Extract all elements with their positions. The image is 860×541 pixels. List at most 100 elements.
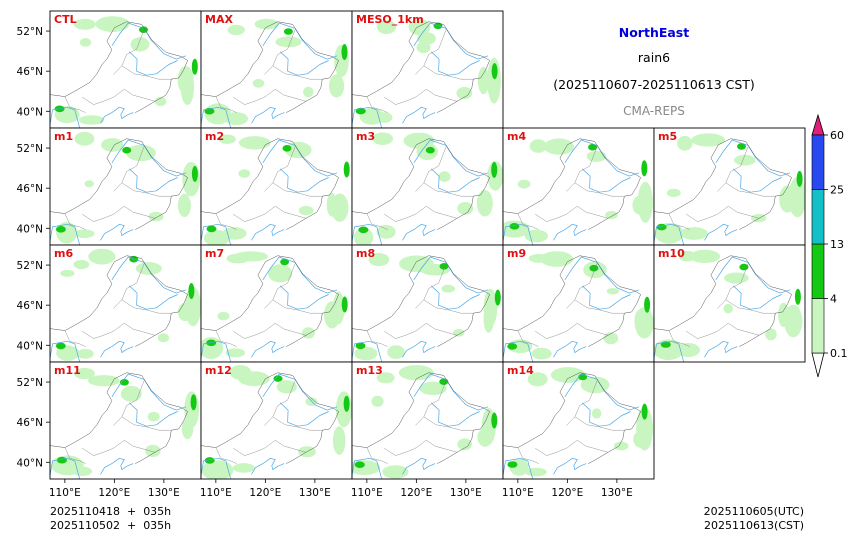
precip-light [232,463,255,473]
coastline [251,457,285,475]
precip-moderate [588,143,598,151]
province-line [366,447,388,464]
precip-light [147,411,160,422]
precip-light [457,438,473,451]
province-line [668,213,690,230]
lon-tick-label: 110°E [200,487,232,499]
province-line [114,440,156,453]
precip-light [586,150,607,162]
province-line [717,263,749,309]
valid-time-utc: 2025110605(UTC) [704,505,804,518]
axes-layer: 52°N 46°N 40°N 52°N 46°N 40°N 52°N 46°N 40°N 52°N… [17,26,633,499]
coastline [251,340,285,358]
province-line [64,213,86,230]
precip-light [606,288,620,295]
province-line [567,206,609,219]
province-line [265,206,307,219]
panel-m6: m6 [49,244,202,363]
precip-light [376,225,396,239]
precip-light [78,115,105,125]
panel-label: m9 [507,247,526,260]
border-line [50,21,188,113]
province-line [686,330,719,339]
precip-light [157,333,169,343]
province-line [64,96,86,113]
river-line [128,51,178,76]
precip-moderate [737,143,746,150]
precip-light [724,272,749,284]
precip-light [125,144,156,162]
province-line [121,416,172,431]
lon-tick-label: 120°E [98,487,130,499]
precip-light [540,251,574,267]
border-line [201,255,339,347]
precip-light [74,131,95,146]
precip-light [398,365,434,381]
colorbar-tick-label: 13 [830,238,844,251]
province-line [215,330,237,347]
init-time-2: 2025110502 + 035h [50,519,171,532]
precip-light [371,395,384,407]
panel-background [201,128,352,245]
precip-light [324,301,340,329]
province-line [423,416,474,431]
river-line [279,402,329,427]
province-line [272,299,323,314]
province-line [423,65,474,80]
province-line [415,380,447,426]
river-line [50,223,81,245]
precip-light [524,229,548,243]
province-line [517,447,539,464]
lat-tick-label: 52°N [17,260,43,272]
model-label: CMA-REPS [623,104,685,118]
river-line [503,223,534,245]
precip-light [335,391,352,428]
precip-light [332,426,346,455]
panel-frame [502,361,655,480]
province-line [415,146,447,192]
river-line [581,402,631,427]
precip-light [303,86,314,98]
precip-light [154,96,167,107]
precip-light [227,24,245,36]
precip-light [74,229,95,238]
panel-label: m6 [54,247,73,260]
panel-label: m1 [54,130,73,143]
precip-moderate [55,342,66,350]
precip-light [130,37,150,52]
lat-tick-label: 40°N [17,106,43,118]
province-line [366,213,388,230]
precip-light [177,303,193,322]
precip-light [224,112,248,126]
precip-light [723,303,733,314]
precip-light [275,36,302,48]
province-line [233,213,266,222]
footer-left: 2025110418 + 035h 2025110502 + 035h [50,505,171,532]
coastline [553,457,587,475]
precip-moderate [282,145,292,152]
precip-moderate [739,263,749,271]
province-line [215,447,237,464]
province-line [416,206,458,219]
province-line [121,299,172,314]
colorbar-tick-label: 60 [830,129,844,142]
river-line [128,402,178,427]
panel-label: m5 [658,130,677,143]
precip-moderate [439,263,449,270]
panel-m4: m4 [502,127,655,246]
precip-light [580,376,610,394]
precip-moderate [343,161,350,178]
province-line [121,65,172,80]
precip-light [457,202,474,215]
province-line [423,182,474,197]
province-line [215,96,237,113]
precip-light [135,262,162,275]
precip-light [353,227,374,245]
panel-label: CTL [54,13,77,26]
colorbar-tick-label: 4 [830,293,837,306]
precip-light [217,311,230,321]
province-line [114,323,156,336]
province-line [272,65,323,80]
precip-moderate [491,161,498,178]
border-line [352,255,490,347]
